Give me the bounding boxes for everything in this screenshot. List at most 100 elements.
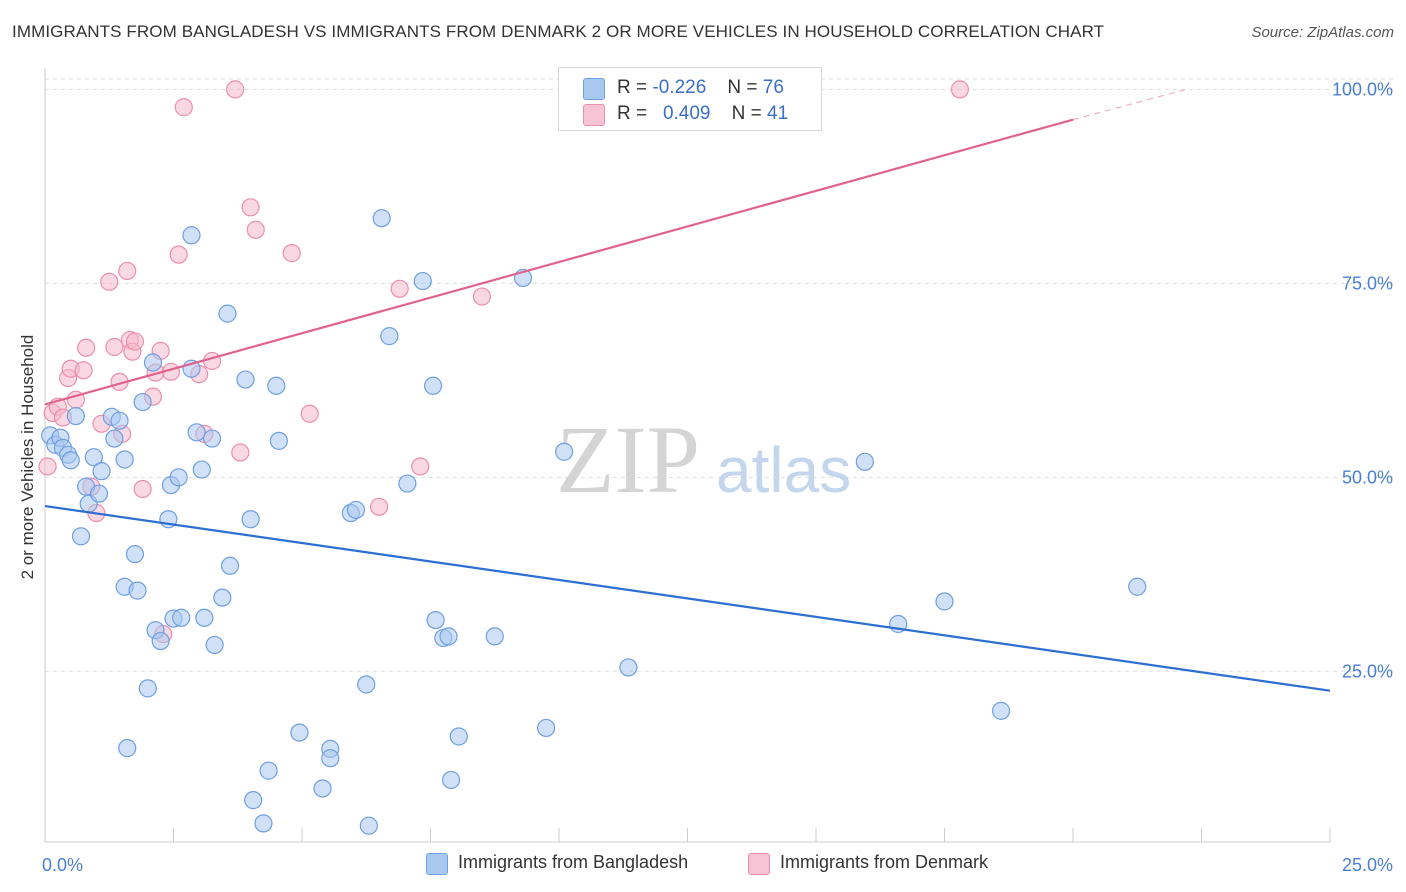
tick-labels: 25.0% 50.0% 75.0% 100.0% 0.0% 25.0% xyxy=(42,79,1393,875)
data-point-denmark xyxy=(118,261,137,281)
trend-line-denmark xyxy=(44,118,1074,406)
data-point-bangladesh xyxy=(244,791,263,810)
chart-title: IMMIGRANTS FROM BANGLADESH VS IMMIGRANTS… xyxy=(12,22,1105,41)
bottom-legend-label: Immigrants from Bangladesh xyxy=(458,852,689,872)
legend-n-value: 76 xyxy=(762,77,784,98)
data-point-bangladesh xyxy=(213,588,232,607)
data-point-denmark xyxy=(241,198,260,217)
data-point-bangladesh xyxy=(187,423,206,442)
data-point-bangladesh xyxy=(236,370,255,389)
data-point-bangladesh xyxy=(125,545,145,564)
legend-n-label: N = xyxy=(727,77,758,98)
data-point-denmark xyxy=(390,279,409,298)
data-point-bangladesh xyxy=(133,392,152,412)
data-point-bangladesh xyxy=(313,779,332,798)
data-point-denmark xyxy=(472,287,491,306)
stats-legend: R = -0.226 N = 76 R = 0.409 N = 41 xyxy=(558,67,822,131)
data-point-denmark xyxy=(77,338,96,357)
data-point-denmark xyxy=(169,245,188,264)
data-point-bangladesh xyxy=(372,209,391,228)
data-point-bangladesh xyxy=(991,701,1011,720)
bottom-legend-label: Immigrants from Denmark xyxy=(780,852,989,872)
trend-line-denmark-extension xyxy=(1072,88,1187,121)
y-tick-label: 50.0% xyxy=(1342,467,1393,487)
data-point-bangladesh xyxy=(267,376,286,395)
data-point-denmark xyxy=(370,497,389,516)
data-point-bangladesh xyxy=(71,527,91,546)
data-point-bangladesh xyxy=(619,658,638,677)
data-point-bangladesh xyxy=(398,474,417,493)
data-point-bangladesh xyxy=(66,406,85,426)
data-point-bangladesh xyxy=(346,500,366,520)
data-point-bangladesh xyxy=(218,304,237,323)
data-point-bangladesh xyxy=(380,327,399,346)
trend-lines xyxy=(44,88,1331,692)
denmark-swatch xyxy=(748,853,770,875)
data-point-denmark xyxy=(226,80,245,99)
axes xyxy=(44,68,1331,843)
x-tick-label-min: 0.0% xyxy=(42,855,83,875)
data-point-bangladesh xyxy=(241,510,260,529)
data-point-denmark xyxy=(231,443,250,462)
trend-line-bangladesh xyxy=(44,504,1331,692)
data-point-bangladesh xyxy=(321,749,340,768)
data-point-bangladesh xyxy=(290,723,309,742)
data-point-bangladesh xyxy=(128,581,147,600)
data-point-bangladesh xyxy=(269,431,288,450)
data-point-bangladesh xyxy=(220,556,240,575)
legend-r-value: 0.409 xyxy=(662,103,711,124)
data-point-bangladesh xyxy=(202,429,222,448)
data-point-bangladesh xyxy=(110,411,129,430)
bangladesh-points xyxy=(41,209,1147,835)
data-point-bangladesh xyxy=(115,450,134,469)
bangladesh-swatch xyxy=(583,78,605,100)
data-point-bangladesh xyxy=(449,727,468,746)
legend-r-value: -0.226 xyxy=(652,77,707,98)
data-point-bangladesh xyxy=(1128,577,1147,596)
data-point-bangladesh xyxy=(359,816,378,835)
data-point-denmark xyxy=(300,404,319,423)
data-point-denmark xyxy=(125,332,145,351)
watermark-zip: ZIP xyxy=(556,406,700,513)
watermark-atlas: atlas xyxy=(716,434,851,506)
data-point-bangladesh xyxy=(143,353,163,372)
data-point-denmark xyxy=(100,272,119,291)
data-point-bangladesh xyxy=(105,429,124,448)
data-point-bangladesh xyxy=(172,608,191,627)
data-point-bangladesh xyxy=(92,462,111,481)
y-tick-label: 25.0% xyxy=(1342,661,1393,681)
source-credit: Source: ZipAtlas.com xyxy=(1251,24,1394,41)
data-point-bangladesh xyxy=(254,814,273,833)
data-point-bangladesh xyxy=(89,484,109,503)
data-point-denmark xyxy=(74,361,93,380)
data-point-bangladesh xyxy=(138,679,157,698)
data-point-denmark xyxy=(411,457,430,476)
data-point-denmark xyxy=(174,98,193,117)
denmark-swatch xyxy=(583,104,605,126)
data-point-bangladesh xyxy=(118,739,137,758)
data-point-denmark xyxy=(950,80,970,99)
data-point-bangladesh xyxy=(259,761,278,780)
data-point-bangladesh xyxy=(205,635,224,655)
data-point-bangladesh xyxy=(426,610,445,630)
data-point-bangladesh xyxy=(439,627,458,646)
y-tick-label: 75.0% xyxy=(1342,273,1393,293)
data-point-bangladesh xyxy=(151,631,170,651)
data-point-bangladesh xyxy=(485,627,504,646)
y-tick-label: 100.0% xyxy=(1332,79,1393,99)
data-point-denmark xyxy=(105,337,124,357)
data-point-bangladesh xyxy=(169,468,188,487)
data-point-bangladesh xyxy=(441,770,461,790)
data-point-bangladesh xyxy=(935,592,954,611)
data-point-bangladesh xyxy=(61,451,80,470)
data-point-bangladesh xyxy=(855,452,874,471)
bangladesh-swatch xyxy=(426,853,448,875)
legend-n-value: 41 xyxy=(767,103,789,124)
legend-r-label: R = xyxy=(617,77,648,98)
data-point-bangladesh xyxy=(182,226,201,245)
legend-r-label: R = xyxy=(617,103,648,124)
legend-n-label: N = xyxy=(731,103,762,124)
data-point-denmark xyxy=(246,220,265,239)
x-tick-label-max: 25.0% xyxy=(1342,855,1393,875)
